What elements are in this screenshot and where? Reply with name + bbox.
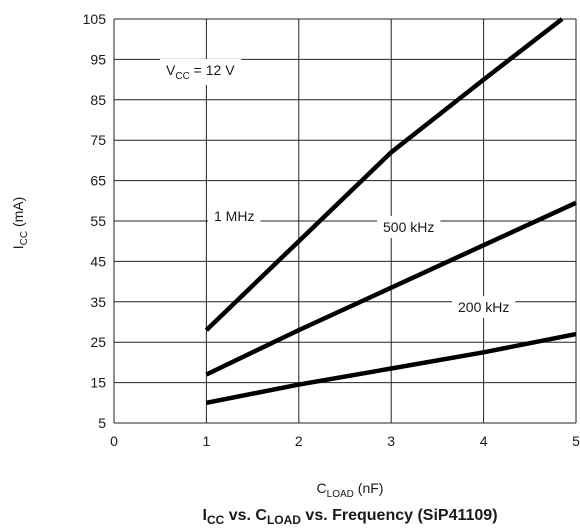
y-tick-label-1: 15 bbox=[90, 375, 106, 391]
y-tick-label-7: 75 bbox=[90, 132, 106, 148]
series-label-1mhz: 1 MHz bbox=[214, 208, 254, 224]
y-axis-label: ICC (mA) bbox=[10, 197, 30, 250]
series-label-500khz-bg bbox=[377, 216, 441, 238]
y-tick-label-10: 105 bbox=[83, 11, 107, 27]
grid bbox=[113, 18, 577, 424]
series-lines bbox=[204, 17, 577, 406]
series-label-200khz: 200 kHz bbox=[458, 299, 509, 315]
x-tick-label-0: 0 bbox=[110, 433, 118, 449]
y-tick-label-0: 5 bbox=[98, 415, 106, 431]
y-tick-label-5: 55 bbox=[90, 213, 106, 229]
x-axis-label: CLOAD (nF) bbox=[317, 480, 384, 500]
series-line-2 bbox=[205, 331, 577, 406]
y-tick-label-2: 25 bbox=[90, 334, 106, 350]
series-line-1 bbox=[205, 200, 577, 377]
x-tick-label-3: 3 bbox=[387, 433, 395, 449]
series-label-500khz: 500 kHz bbox=[383, 219, 434, 235]
y-tick-label-6: 65 bbox=[90, 173, 106, 189]
condition-label-bg bbox=[160, 59, 242, 85]
y-tick-label-8: 85 bbox=[90, 92, 106, 108]
y-tick-label-9: 95 bbox=[90, 51, 106, 67]
chart-title: ICC vs. CLOAD vs. Frequency (SiP41109) bbox=[202, 507, 497, 527]
annotations: VCC = 12 V 1 MHz 500 kHz 200 kHz bbox=[160, 59, 516, 318]
x-tick-label-4: 4 bbox=[480, 433, 488, 449]
series-label-200khz-bg bbox=[452, 296, 516, 318]
series-line-0 bbox=[204, 17, 564, 332]
series-label-1mhz-bg bbox=[208, 205, 261, 227]
y-tick-label-4: 45 bbox=[90, 253, 106, 269]
x-tick-label-2: 2 bbox=[295, 433, 303, 449]
x-tick-label-5: 5 bbox=[572, 433, 580, 449]
x-tick-label-1: 1 bbox=[203, 433, 211, 449]
y-tick-label-3: 35 bbox=[90, 294, 106, 310]
condition-label: VCC = 12 V bbox=[166, 62, 235, 82]
